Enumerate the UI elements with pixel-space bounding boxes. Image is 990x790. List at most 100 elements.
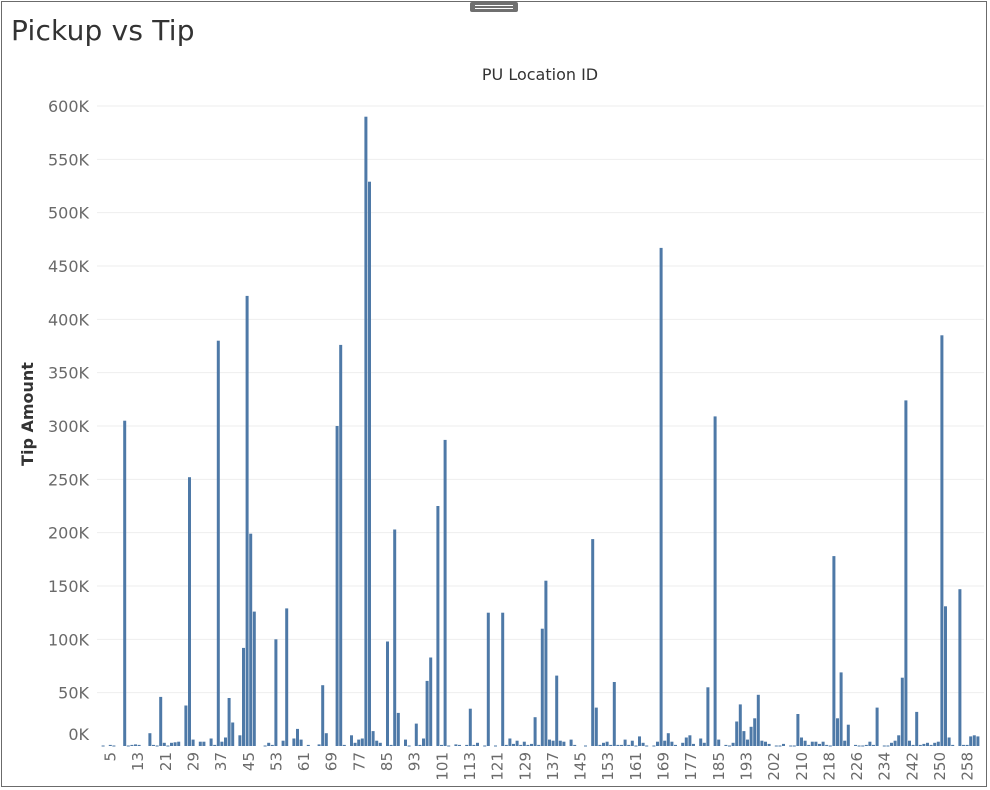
bar[interactable] (663, 740, 667, 746)
bar[interactable] (422, 738, 425, 747)
bar[interactable] (465, 744, 469, 746)
bar[interactable] (558, 740, 562, 746)
bar[interactable] (756, 694, 760, 746)
bar[interactable] (281, 740, 285, 746)
bar[interactable] (486, 612, 490, 746)
bar[interactable] (429, 657, 433, 747)
bar[interactable] (188, 477, 191, 746)
bar[interactable] (296, 728, 299, 746)
bar[interactable] (569, 739, 573, 746)
bar[interactable] (893, 740, 897, 746)
bar[interactable] (551, 740, 555, 746)
bar[interactable] (803, 740, 807, 746)
bar[interactable] (123, 420, 127, 746)
bar[interactable] (396, 712, 400, 746)
bar[interactable] (242, 647, 245, 746)
bar[interactable] (155, 745, 159, 747)
bar[interactable] (832, 556, 836, 746)
bar[interactable] (173, 742, 177, 746)
bar[interactable] (548, 739, 551, 746)
bar[interactable] (252, 611, 256, 746)
bar[interactable] (364, 116, 368, 746)
bar[interactable] (796, 714, 800, 746)
bar[interactable] (216, 340, 220, 746)
bar[interactable] (126, 745, 130, 747)
bar[interactable] (875, 707, 879, 746)
bar[interactable] (468, 708, 472, 746)
bar[interactable] (839, 672, 843, 746)
bar[interactable] (170, 742, 173, 746)
bar[interactable] (353, 742, 357, 746)
bar[interactable] (274, 639, 278, 746)
bar[interactable] (958, 589, 962, 746)
bar[interactable] (425, 680, 429, 746)
bar[interactable] (519, 744, 523, 746)
bar[interactable] (267, 742, 271, 746)
bar[interactable] (324, 733, 328, 746)
bar[interactable] (868, 741, 872, 746)
bar[interactable] (634, 745, 638, 747)
bar[interactable] (591, 539, 595, 746)
bar[interactable] (522, 741, 526, 746)
bar[interactable] (162, 742, 166, 746)
bar[interactable] (166, 745, 170, 747)
bar[interactable] (724, 744, 728, 746)
bar[interactable] (292, 738, 296, 747)
bar[interactable] (764, 741, 767, 746)
bar[interactable] (584, 745, 587, 747)
bar[interactable] (774, 745, 778, 747)
bar[interactable] (360, 738, 364, 747)
bar[interactable] (666, 733, 670, 746)
bar[interactable] (976, 736, 980, 746)
bar[interactable] (630, 740, 634, 746)
bar[interactable] (134, 744, 137, 746)
bar[interactable] (454, 744, 458, 746)
bar[interactable] (198, 741, 202, 746)
bar[interactable] (342, 744, 346, 746)
bar[interactable] (692, 743, 695, 746)
bar[interactable] (609, 744, 613, 746)
bar[interactable] (846, 724, 850, 746)
bar[interactable] (713, 416, 717, 746)
bar[interactable] (335, 426, 339, 746)
bar[interactable] (317, 744, 321, 746)
bar[interactable] (681, 742, 685, 746)
bar[interactable] (807, 744, 811, 746)
bar[interactable] (767, 743, 771, 746)
bar[interactable] (602, 742, 605, 746)
bar[interactable] (886, 745, 890, 747)
bar[interactable] (227, 698, 231, 746)
bar[interactable] (152, 744, 155, 746)
bar[interactable] (623, 739, 627, 746)
bar[interactable] (184, 705, 188, 747)
bar[interactable] (202, 741, 206, 746)
bar[interactable] (562, 741, 566, 746)
bar[interactable] (447, 745, 451, 747)
bar[interactable] (706, 687, 710, 746)
bar[interactable] (656, 741, 659, 746)
bar[interactable] (440, 744, 443, 746)
bar[interactable] (389, 744, 393, 746)
bar[interactable] (414, 723, 418, 746)
bar[interactable] (908, 740, 911, 746)
bar[interactable] (220, 741, 224, 746)
bar[interactable] (742, 731, 746, 746)
bar[interactable] (641, 742, 645, 746)
bar[interactable] (159, 696, 163, 746)
bar[interactable] (872, 744, 875, 746)
bar[interactable] (501, 612, 505, 746)
bar[interactable] (789, 745, 793, 747)
bar[interactable] (782, 743, 785, 746)
bar[interactable] (148, 733, 152, 746)
bar[interactable] (843, 740, 847, 746)
bar[interactable] (598, 744, 602, 746)
bar[interactable] (818, 743, 821, 746)
bar[interactable] (249, 533, 253, 746)
bar[interactable] (864, 744, 868, 746)
bar[interactable] (965, 744, 969, 746)
bar[interactable] (972, 735, 976, 746)
bar[interactable] (213, 744, 217, 746)
bar[interactable] (760, 740, 764, 746)
bar[interactable] (749, 726, 753, 746)
resize-handle-icon[interactable] (470, 2, 518, 12)
